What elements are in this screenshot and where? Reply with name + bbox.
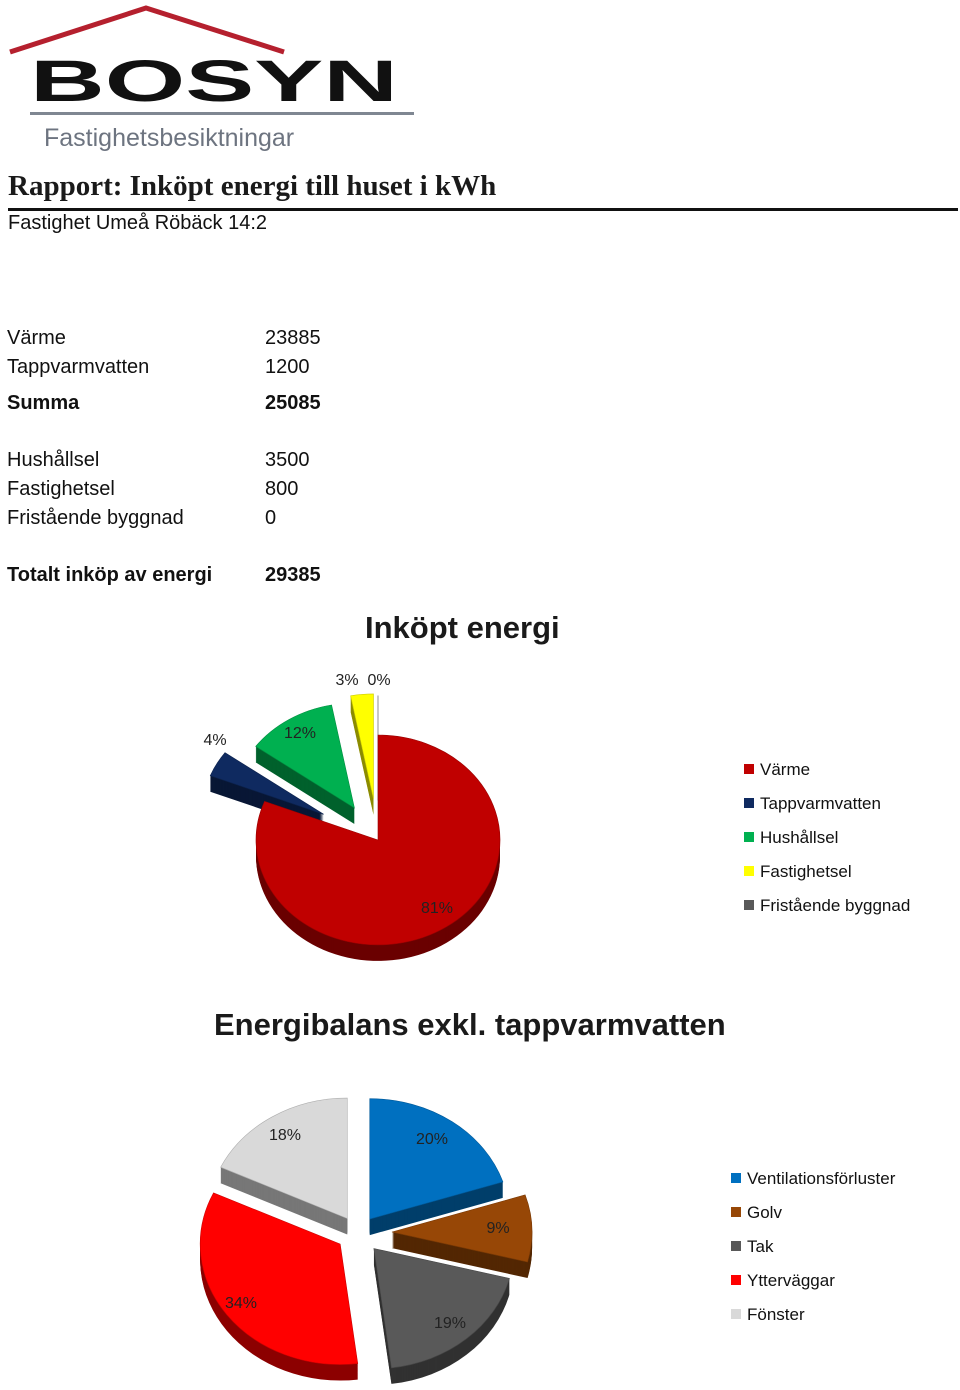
data-label-ventilationsforluster: 20%: [416, 1131, 448, 1148]
legend-item-fristaende-byggnad: Fristående byggnad: [744, 896, 910, 916]
row-value: 0: [265, 507, 277, 529]
data-label-hushallsel: 12%: [284, 725, 316, 742]
legend-label: Ytterväggar: [747, 1271, 835, 1290]
legend-swatch: [744, 798, 754, 808]
legend-item-yttervaggar: Ytterväggar: [731, 1271, 895, 1291]
row-value: 800: [265, 478, 299, 500]
row-value: 29385: [265, 564, 321, 586]
legend-swatch: [744, 900, 754, 910]
row-label: Totalt inköp av energi: [7, 564, 213, 586]
slice-golv: [391, 1194, 533, 1263]
legend-item-fonster: Fönster: [731, 1305, 895, 1325]
row-label: Summa: [7, 392, 80, 414]
logo-roof: [9, 5, 285, 55]
legend-item-fastighetsel: Fastighetsel: [744, 862, 910, 882]
row-value: 23885: [265, 327, 321, 349]
table-row: Värme 23885: [7, 327, 347, 353]
row-value: 1200: [265, 356, 310, 378]
legend-label: Fastighetsel: [760, 862, 852, 881]
data-label-varme: 81%: [421, 900, 453, 917]
legend-swatch: [744, 764, 754, 774]
row-value: 3500: [265, 449, 310, 471]
slice-fonster: [220, 1097, 348, 1219]
pie-chart-energy-balance: 20% 9% 19% 34% 18%: [199, 1097, 533, 1384]
row-label: Tappvarmvatten: [7, 356, 150, 378]
legend-label: Tak: [747, 1237, 774, 1256]
legend-label: Hushållsel: [760, 828, 839, 847]
legend-item-tappvarmvatten: Tappvarmvatten: [744, 794, 910, 814]
legend-item-golv: Golv: [731, 1203, 895, 1223]
logo-underline: [30, 112, 414, 115]
row-label: Hushållsel: [7, 449, 100, 471]
table-row: Hushållsel 3500: [7, 449, 347, 475]
table-row: Fristående byggnad 0: [7, 507, 347, 533]
legend-purchased-energy: Värme Tappvarmvatten Hushållsel Fastighetse…: [744, 760, 910, 930]
legend-swatch: [731, 1207, 741, 1217]
data-label-yttervaggar: 34%: [225, 1295, 257, 1312]
slice-varme: [255, 734, 501, 946]
slice-ventilationsforluster: [369, 1098, 504, 1220]
data-label-golv: 9%: [486, 1220, 509, 1237]
legend-item-tak: Tak: [731, 1237, 895, 1257]
chart-title-energy-balance: Energibalans exkl. tappvarmvatten: [214, 1007, 726, 1042]
row-label: Fastighetsel: [7, 478, 115, 500]
table-row-sum: Summa 25085: [7, 392, 347, 418]
chart-title-purchased-energy: Inköpt energi: [365, 610, 560, 645]
row-value: 25085: [265, 392, 321, 414]
title-divider: [8, 208, 958, 211]
legend-swatch: [731, 1309, 741, 1319]
legend-item-hushallsel: Hushållsel: [744, 828, 910, 848]
legend-swatch: [744, 832, 754, 842]
logo-brand-text: BOSYN: [30, 49, 398, 114]
data-label-fonster: 18%: [269, 1127, 301, 1144]
report-title: Rapport: Inköpt energi till huset i kWh: [8, 170, 497, 202]
logo-tagline: Fastighetsbesiktningar: [44, 124, 294, 152]
pie-chart-purchased-energy: 81% 4% 12% 3% 0%: [203, 672, 501, 961]
table-row-total: Totalt inköp av energi 29385: [7, 564, 347, 590]
table-row: Fastighetsel 800: [7, 478, 347, 504]
data-label-fristaende-byggnad: 0%: [367, 672, 390, 689]
row-label: Fristående byggnad: [7, 507, 184, 529]
legend-swatch: [731, 1241, 741, 1251]
row-label: Värme: [7, 327, 66, 349]
slice-yttervaggar: [199, 1192, 359, 1365]
slice-fastighetsel: [350, 693, 374, 799]
data-label-tak: 19%: [434, 1315, 466, 1332]
legend-label: Fristående byggnad: [760, 896, 911, 915]
slice-tak: [373, 1248, 510, 1369]
legend-label: Golv: [747, 1203, 782, 1222]
legend-energy-balance: Ventilationsförluster Golv Tak Ytterväggar F…: [731, 1169, 895, 1339]
data-label-tappvarmvatten: 4%: [203, 732, 226, 749]
slice-tappvarmvatten: [209, 752, 324, 815]
legend-swatch: [744, 866, 754, 876]
legend-label: Tappvarmvatten: [760, 794, 881, 813]
slice-hushallsel: [255, 704, 355, 809]
legend-swatch: [731, 1173, 741, 1183]
legend-swatch: [731, 1275, 741, 1285]
legend-label: Värme: [760, 760, 811, 779]
legend-item-varme: Värme: [744, 760, 910, 780]
legend-label: Ventilationsförluster: [747, 1169, 896, 1188]
data-label-fastighetsel: 3%: [335, 672, 358, 689]
bosyn-logo: BOSYN Fastighetsbesiktningar: [9, 5, 414, 152]
table-row: Tappvarmvatten 1200: [7, 356, 347, 382]
legend-item-ventilationsforluster: Ventilationsförluster: [731, 1169, 895, 1189]
legend-label: Fönster: [747, 1305, 805, 1324]
property-name: Fastighet Umeå Röbäck 14:2: [8, 212, 268, 234]
